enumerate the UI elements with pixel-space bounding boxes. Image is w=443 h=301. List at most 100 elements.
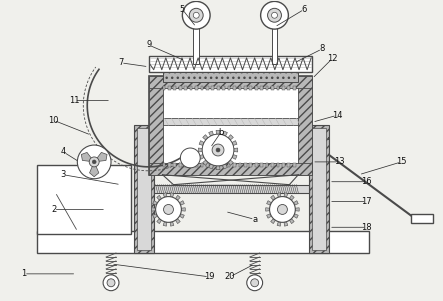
Bar [149,76,312,88]
Polygon shape [271,85,274,90]
Polygon shape [184,85,187,90]
Bar [37,231,369,253]
Bar [137,128,151,250]
Polygon shape [175,219,180,224]
Circle shape [269,197,295,222]
Polygon shape [190,163,192,167]
Polygon shape [179,214,184,218]
Bar [149,163,312,175]
Polygon shape [173,163,176,167]
Polygon shape [271,219,276,224]
Text: 9: 9 [146,40,152,49]
Bar [411,214,433,223]
Circle shape [216,148,220,152]
Circle shape [193,12,199,18]
Circle shape [212,144,224,156]
Polygon shape [293,163,295,167]
Polygon shape [153,201,158,205]
Polygon shape [222,85,225,90]
Bar [37,165,131,234]
Polygon shape [217,163,220,167]
Text: 12: 12 [327,54,337,63]
Polygon shape [157,195,162,200]
Polygon shape [239,163,241,167]
Polygon shape [239,85,241,90]
Polygon shape [260,85,263,90]
Polygon shape [222,163,225,167]
Polygon shape [203,160,208,165]
Circle shape [251,279,259,287]
Text: 1: 1 [21,269,27,278]
Polygon shape [282,85,285,90]
Polygon shape [222,164,227,169]
Polygon shape [289,219,294,224]
Polygon shape [255,163,257,167]
Polygon shape [271,195,276,200]
Polygon shape [173,85,176,90]
Polygon shape [282,163,285,167]
Polygon shape [199,155,204,159]
Text: 4: 4 [61,147,66,157]
Polygon shape [249,163,252,167]
Polygon shape [152,208,155,211]
Polygon shape [82,152,94,162]
Polygon shape [232,155,237,159]
Circle shape [163,204,174,214]
Polygon shape [206,85,209,90]
Text: 6: 6 [302,5,307,14]
Polygon shape [170,222,174,226]
Bar [163,72,298,82]
Text: 17: 17 [361,197,372,206]
Polygon shape [153,214,158,218]
Polygon shape [168,163,171,167]
Polygon shape [266,208,270,211]
Text: 16: 16 [361,177,372,186]
Circle shape [107,279,115,287]
Polygon shape [244,163,247,167]
Text: 3: 3 [61,170,66,179]
Polygon shape [288,163,290,167]
Polygon shape [94,152,107,162]
Polygon shape [289,195,294,200]
Polygon shape [228,135,233,140]
Polygon shape [293,214,298,218]
Polygon shape [267,201,272,205]
Polygon shape [175,195,180,200]
Text: 5: 5 [180,5,185,14]
Polygon shape [228,160,233,165]
Polygon shape [293,85,295,90]
Circle shape [89,157,99,167]
Polygon shape [163,222,167,226]
Polygon shape [228,163,230,167]
Circle shape [272,12,277,18]
Polygon shape [203,135,208,140]
Bar [134,125,154,253]
Text: 18: 18 [361,223,372,232]
Polygon shape [209,164,214,169]
Polygon shape [201,85,203,90]
Circle shape [277,204,288,214]
Text: 14: 14 [332,111,342,120]
Text: 19: 19 [204,272,214,281]
Polygon shape [201,163,203,167]
Polygon shape [271,163,274,167]
Polygon shape [211,85,214,90]
Polygon shape [181,208,185,211]
Bar [163,118,298,125]
Polygon shape [195,85,198,90]
Circle shape [103,275,119,291]
Circle shape [92,160,96,164]
Polygon shape [276,85,279,90]
Polygon shape [190,85,192,90]
Polygon shape [277,222,281,226]
Polygon shape [209,131,214,136]
Text: 20: 20 [225,272,235,281]
Polygon shape [206,163,209,167]
Polygon shape [199,141,204,145]
Polygon shape [244,85,247,90]
Polygon shape [232,141,237,145]
Bar [149,76,163,175]
Polygon shape [163,163,165,167]
Bar [309,125,329,253]
Polygon shape [198,148,202,152]
